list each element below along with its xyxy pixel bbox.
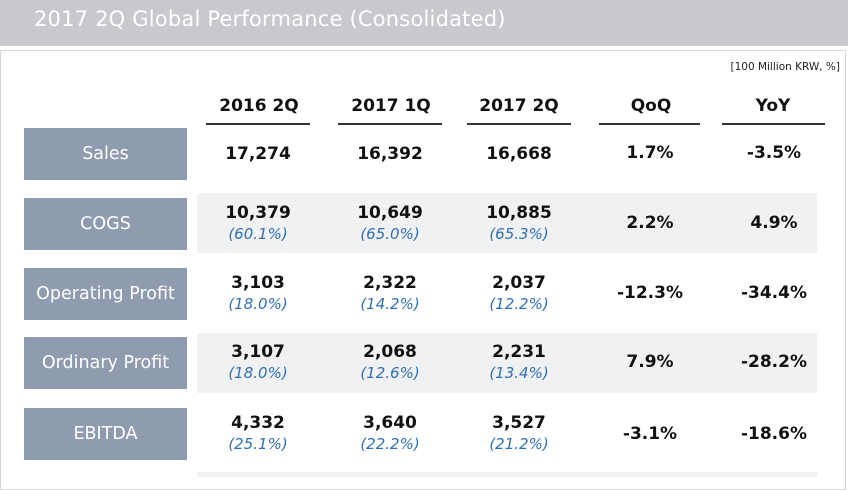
table-cell: 3,107 (18.0%) (199, 341, 317, 383)
table-cell: 10,379 (60.1%) (199, 202, 317, 244)
column-header-2016-2q: 2016 2Q (219, 96, 299, 116)
row-label-ebitda: EBITDA (24, 408, 187, 460)
table-cell: 16,392 (331, 143, 449, 165)
row-stripe (197, 193, 817, 253)
row-label-cogs: COGS (24, 198, 187, 250)
column-underline (338, 123, 442, 125)
table-cell: 2,068 (12.6%) (331, 341, 449, 383)
cell-ratio: (14.2%) (360, 295, 420, 313)
table-cell: 4,332 (25.1%) (199, 412, 317, 454)
cell-value: 3,640 (363, 413, 417, 433)
cell-value: 16,668 (486, 144, 552, 164)
qoq-value: 7.9% (626, 352, 674, 372)
column-underline (722, 123, 825, 125)
yoy-value: -34.4% (740, 283, 808, 303)
yoy-value: -3.5% (746, 143, 802, 163)
title-bar: 2017 2Q Global Performance (Consolidated… (0, 0, 848, 46)
cell-value: 10,379 (225, 203, 291, 223)
table-cell: 16,668 (460, 143, 578, 165)
row-label-operating-profit: Operating Profit (24, 268, 187, 320)
table-cell: 3,103 (18.0%) (199, 272, 317, 314)
unit-note: [100 Million KRW, %] (730, 61, 840, 73)
cell-value: 2,231 (492, 342, 546, 362)
cell-value: 3,107 (231, 342, 285, 362)
cell-value: 3,527 (492, 413, 546, 433)
column-underline (599, 123, 700, 125)
qoq-value: 1.7% (626, 143, 674, 163)
yoy-value: -18.6% (740, 424, 808, 444)
cell-ratio: (18.0%) (228, 295, 288, 313)
column-underline (206, 123, 310, 125)
row-label-sales: Sales (24, 128, 187, 180)
table-cell: 10,885 (65.3%) (460, 202, 578, 244)
cell-ratio: (60.1%) (228, 225, 288, 243)
cell-ratio: (65.3%) (489, 225, 549, 243)
cell-value: 17,274 (225, 144, 291, 164)
cell-value: 16,392 (357, 144, 423, 164)
cell-value: 10,649 (357, 203, 423, 223)
cell-ratio: (65.0%) (360, 225, 420, 243)
row-stripe (197, 333, 817, 393)
cell-value: 3,103 (231, 273, 285, 293)
qoq-value: 2.2% (626, 213, 674, 233)
qoq-value: -12.3% (616, 283, 684, 303)
yoy-value: 4.9% (750, 213, 798, 233)
cell-ratio: (13.4%) (489, 364, 549, 382)
table-cell: 10,649 (65.0%) (331, 202, 449, 244)
row-label-ordinary-profit: Ordinary Profit (24, 337, 187, 389)
column-underline (467, 123, 571, 125)
table-cell: 3,640 (22.2%) (331, 412, 449, 454)
cell-value: 2,068 (363, 342, 417, 362)
cell-ratio: (12.6%) (360, 364, 420, 382)
cell-value: 10,885 (486, 203, 552, 223)
column-header-2017-2q: 2017 2Q (479, 96, 559, 116)
column-header-yoy: YoY (755, 96, 791, 116)
table-cell: 2,322 (14.2%) (331, 272, 449, 314)
qoq-value: -3.1% (622, 424, 678, 444)
cell-ratio: (22.2%) (360, 435, 420, 453)
cell-value: 2,322 (363, 273, 417, 293)
cell-ratio: (21.2%) (489, 435, 549, 453)
table-cell: 17,274 (199, 143, 317, 165)
cell-value: 4,332 (231, 413, 285, 433)
column-header-qoq: QoQ (630, 96, 672, 116)
table-cell: 3,527 (21.2%) (460, 412, 578, 454)
row-stripe (197, 472, 817, 477)
cell-value: 2,037 (492, 273, 546, 293)
table-cell: 2,037 (12.2%) (460, 272, 578, 314)
table-cell: 2,231 (13.4%) (460, 341, 578, 383)
cell-ratio: (18.0%) (228, 364, 288, 382)
yoy-value: -28.2% (740, 352, 808, 372)
column-header-2017-1q: 2017 1Q (351, 96, 431, 116)
cell-ratio: (25.1%) (228, 435, 288, 453)
page-title: 2017 2Q Global Performance (Consolidated… (34, 7, 506, 31)
cell-ratio: (12.2%) (489, 295, 549, 313)
